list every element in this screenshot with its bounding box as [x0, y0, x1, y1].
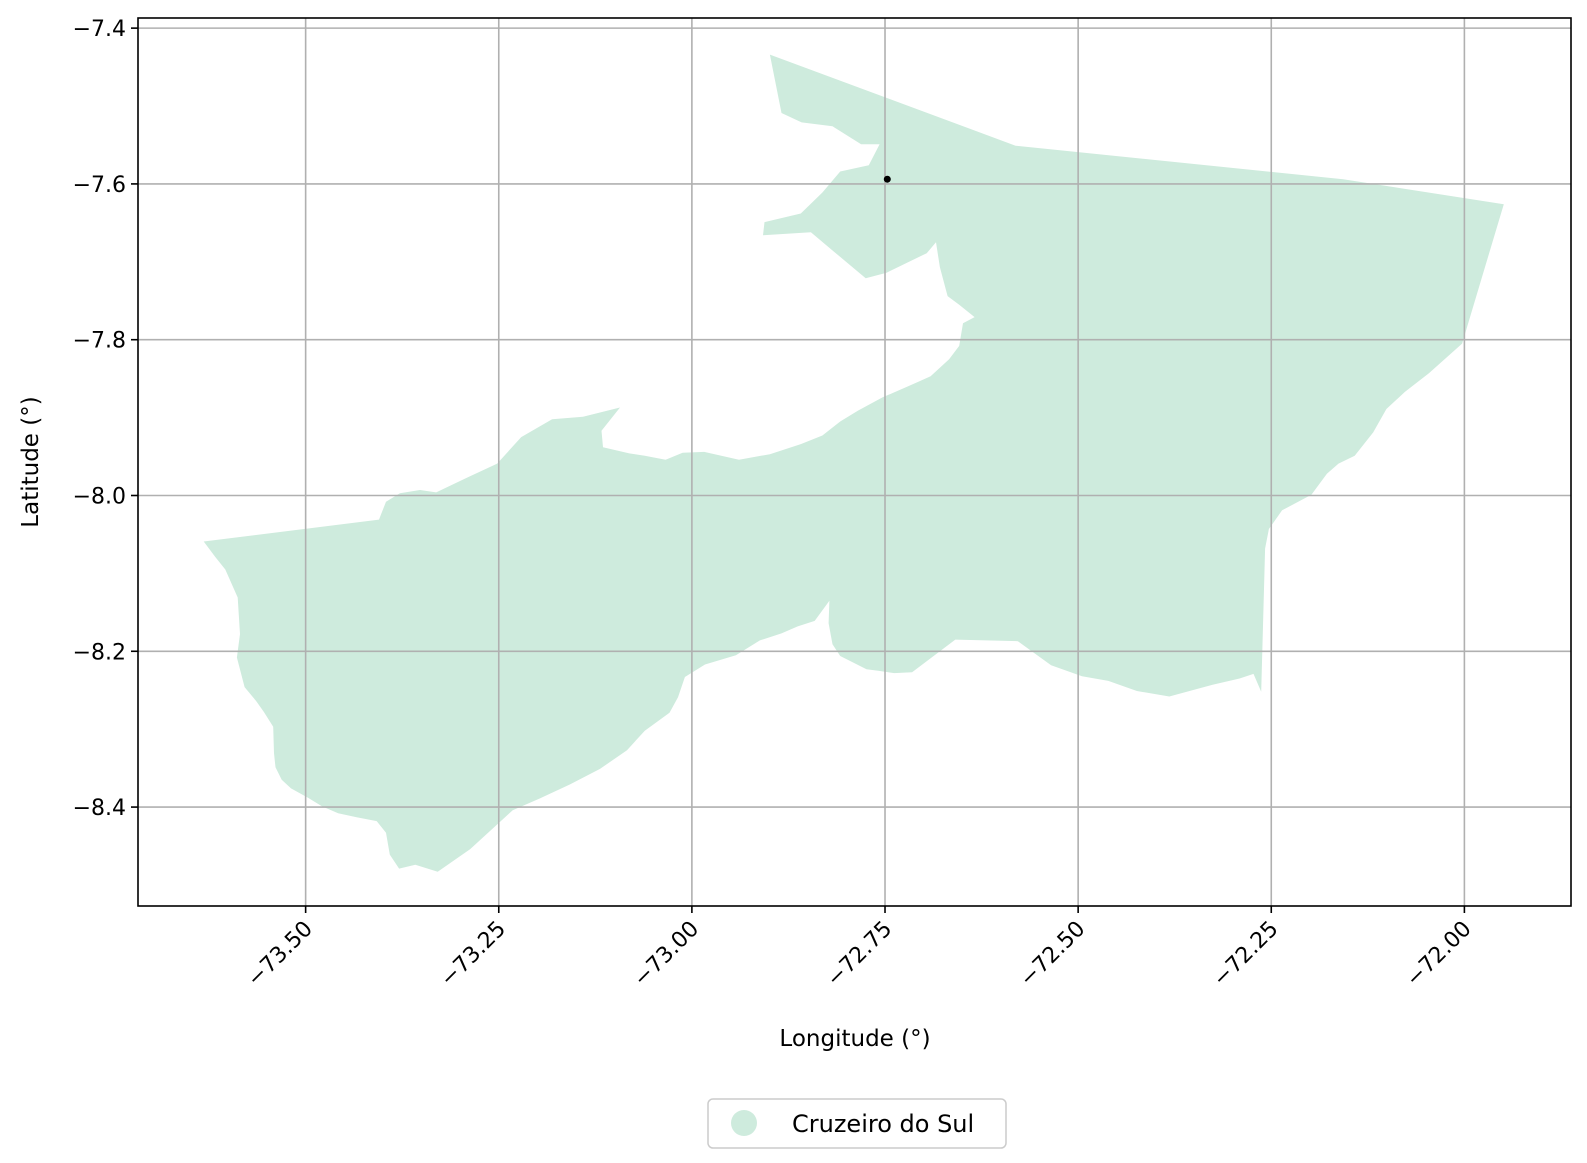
- y-axis-title: Latitude (°): [18, 396, 44, 527]
- legend-swatch: [731, 1110, 757, 1136]
- legend-entry-label: Cruzeiro do Sul: [792, 1110, 974, 1138]
- plot-area: [138, 18, 1571, 906]
- region-cruzeiro-do-sul[interactable]: [203, 54, 1504, 872]
- y-tick-label: −8.2: [73, 640, 126, 665]
- y-tick-label: −7.4: [73, 17, 126, 42]
- legend[interactable]: Cruzeiro do Sul: [707, 1098, 1007, 1149]
- grid: [138, 18, 1571, 906]
- y-tick-label: −8.0: [73, 484, 126, 509]
- y-tick-label: −7.6: [73, 173, 126, 198]
- axes-frame: [137, 17, 1572, 907]
- y-tick-label: −7.8: [73, 329, 126, 354]
- location-marker[interactable]: [883, 175, 891, 183]
- legend-box: [707, 1098, 1007, 1149]
- y-axis: −7.4 −7.6 −7.8 −8.0 −8.2 −8.4: [73, 17, 138, 821]
- y-tick-label: −8.4: [73, 796, 126, 821]
- x-axis-title: Longitude (°): [779, 1026, 930, 1052]
